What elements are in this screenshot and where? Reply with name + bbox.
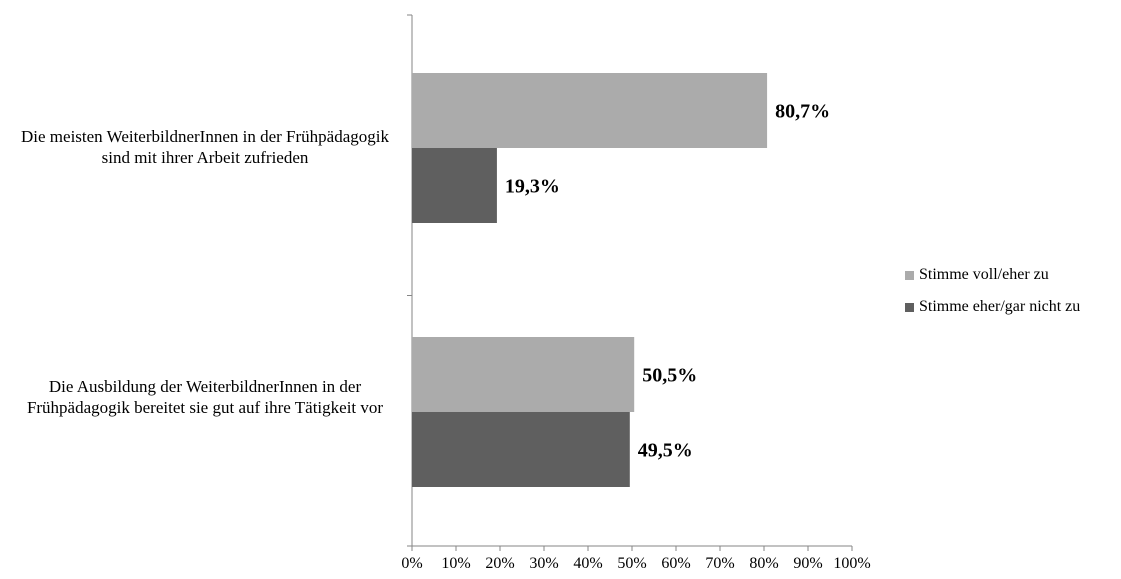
x-tick-label-10: 100%: [833, 555, 870, 572]
x-tick-label-2: 20%: [485, 555, 514, 572]
data-label-2-agree: 50,5%: [642, 365, 697, 387]
x-tick-label-1: 10%: [441, 555, 470, 572]
legend-swatch-agree: [905, 270, 914, 280]
bar-2-disagree: [412, 412, 630, 487]
bar-2-agree: [412, 337, 635, 412]
x-tick-label-5: 50%: [617, 555, 646, 572]
legend-item-agree: Stimme voll/eher zu: [905, 266, 1049, 284]
x-tick-label-9: 90%: [793, 555, 822, 572]
category-label-1: Die meisten WeiterbildnerInnen in der Fr…: [21, 127, 389, 167]
x-tick-label-8: 80%: [749, 555, 778, 572]
category-label-2: Die Ausbildung der WeiterbildnerInnen in…: [26, 377, 384, 417]
x-tick-label-4: 40%: [573, 555, 602, 572]
x-tick-label-7: 70%: [705, 555, 734, 572]
data-label-2-disagree: 49,5%: [638, 440, 693, 462]
data-label-1-disagree: 19,3%: [505, 176, 560, 198]
x-tick-label-3: 30%: [529, 555, 558, 572]
bar-1-agree: [412, 73, 768, 148]
bar-1-disagree: [412, 148, 497, 223]
legend-item-disagree: Stimme eher/gar nicht zu: [905, 298, 1080, 316]
legend-swatch-disagree: [905, 302, 914, 312]
x-tick-label-0: 0%: [401, 555, 422, 572]
data-label-1-agree: 80,7%: [775, 101, 830, 123]
legend-label-disagree: Stimme eher/gar nicht zu: [919, 298, 1081, 315]
legend-label-agree: Stimme voll/eher zu: [919, 266, 1049, 283]
x-tick-label-6: 60%: [661, 555, 690, 572]
